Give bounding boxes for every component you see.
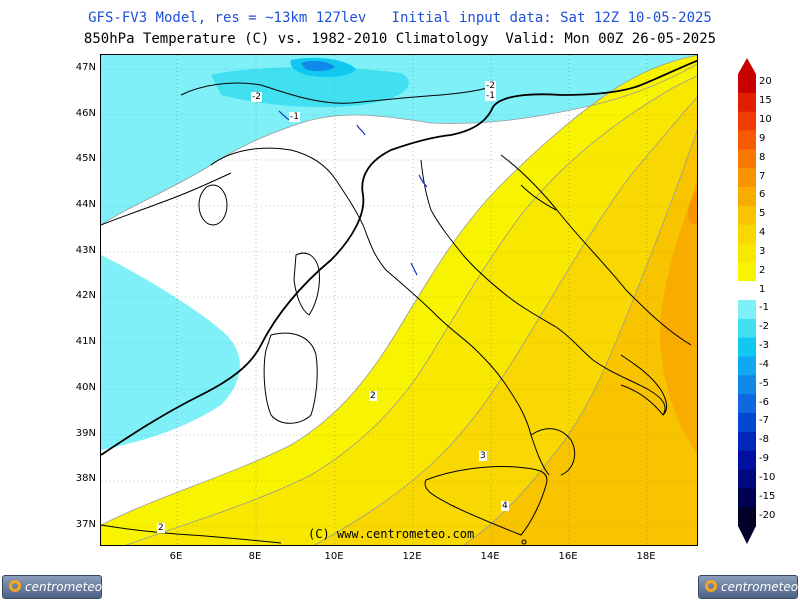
logo-text: centrometeo <box>721 580 799 594</box>
latitude-label: 47N <box>75 62 96 73</box>
colorbar-bottom-arrow <box>738 526 756 544</box>
colorbar-segment <box>738 318 756 339</box>
latitude-label: 45N <box>75 153 96 164</box>
longitude-label: 18E <box>636 551 656 562</box>
latitude-label: 43N <box>75 245 96 256</box>
colorbar-segment <box>738 224 756 244</box>
latitude-label: 41N <box>75 336 96 347</box>
logo-ring-icon <box>705 580 717 592</box>
chart-subtitle: 850hPa Temperature (C) vs. 1982-2010 Cli… <box>83 31 717 47</box>
colorbar-segment <box>738 262 756 282</box>
centrometeo-logo-left[interactable]: centrometeo <box>2 575 102 599</box>
longitude-label: 8E <box>248 551 262 562</box>
colorbar-segment <box>738 92 756 113</box>
colorbar-segment <box>738 450 756 470</box>
latitude-label: 39N <box>75 428 96 439</box>
contour-label: -2 <box>485 81 496 91</box>
centrometeo-logo-right[interactable]: centrometeo <box>698 575 798 599</box>
contour-label: -1 <box>485 91 496 101</box>
colorbar-segment <box>738 74 756 94</box>
colorbar-label: -15 <box>759 490 776 502</box>
contour-label: -2 <box>251 92 262 102</box>
colorbar-segment <box>738 507 756 527</box>
colorbar-segment <box>738 168 756 188</box>
copyright-text: (C) www.centrometeo.com <box>308 527 475 541</box>
colorbar-segment <box>738 431 756 452</box>
contour-label: 3 <box>479 451 487 461</box>
colorbar-segment <box>738 300 756 320</box>
colorbar-label: 5 <box>759 208 766 220</box>
logo-ring-icon <box>9 580 21 592</box>
colorbar-label: 10 <box>759 114 772 126</box>
logo-text: centrometeo <box>25 580 103 594</box>
colorbar-label: -3 <box>759 340 769 352</box>
colorbar-segment <box>738 130 756 150</box>
longitude-label: 6E <box>169 551 183 562</box>
colorbar-label: -10 <box>759 471 776 483</box>
colorbar-label: -9 <box>759 453 769 465</box>
latitude-label: 38N <box>75 473 96 484</box>
colorbar-label: -6 <box>759 396 769 408</box>
contour-label: 2 <box>157 523 165 533</box>
colorbar-label: -7 <box>759 415 769 427</box>
latitude-label: 42N <box>75 290 96 301</box>
contour-label: -1 <box>289 112 300 122</box>
colorbar-segment <box>738 394 756 414</box>
latitude-label: 37N <box>75 519 96 530</box>
colorbar-segment <box>738 488 756 508</box>
contour-label: 4 <box>501 501 509 511</box>
colorbar-label: -4 <box>759 358 769 370</box>
longitude-label: 10E <box>324 551 344 562</box>
colorbar-segment <box>738 413 756 433</box>
colorbar-segment <box>738 243 756 263</box>
colorbar-label: 2 <box>759 264 766 276</box>
temperature-colorbar <box>738 58 756 544</box>
colorbar-label: -20 <box>759 509 776 521</box>
colorbar-label: 6 <box>759 189 766 201</box>
longitude-label: 14E <box>480 551 500 562</box>
model-info-title: GFS-FV3 Model, res = ~13km 127lev Initia… <box>88 10 712 26</box>
colorbar-label: 20 <box>759 76 772 88</box>
colorbar-label: 9 <box>759 132 766 144</box>
colorbar-label: 7 <box>759 170 766 182</box>
longitude-label: 16E <box>558 551 578 562</box>
colorbar-label: -2 <box>759 321 769 333</box>
colorbar-segment <box>738 205 756 226</box>
colorbar-segment <box>738 187 756 207</box>
colorbar-label: 15 <box>759 95 772 107</box>
colorbar-label: -1 <box>759 302 769 314</box>
latitude-label: 46N <box>75 108 96 119</box>
colorbar-segment <box>738 337 756 357</box>
colorbar-top-arrow <box>738 58 756 74</box>
colorbar-label: 1 <box>759 283 766 295</box>
colorbar-label: -8 <box>759 434 769 446</box>
colorbar-segment <box>738 149 756 169</box>
colorbar-label: 4 <box>759 227 766 239</box>
temperature-anomaly-map: -2 -1 -2 -1 2 3 4 2 <box>100 54 698 546</box>
colorbar-label: 8 <box>759 151 766 163</box>
colorbar-segment <box>738 281 756 301</box>
latitude-label: 44N <box>75 199 96 210</box>
latitude-label: 40N <box>75 382 96 393</box>
colorbar-segment <box>738 469 756 489</box>
contour-label: 2 <box>369 391 377 401</box>
colorbar-label: -5 <box>759 377 769 389</box>
colorbar-segment <box>738 111 756 131</box>
longitude-label: 12E <box>402 551 422 562</box>
colorbar-segment <box>738 356 756 376</box>
colorbar-segment <box>738 375 756 395</box>
colorbar-label: 3 <box>759 245 766 257</box>
